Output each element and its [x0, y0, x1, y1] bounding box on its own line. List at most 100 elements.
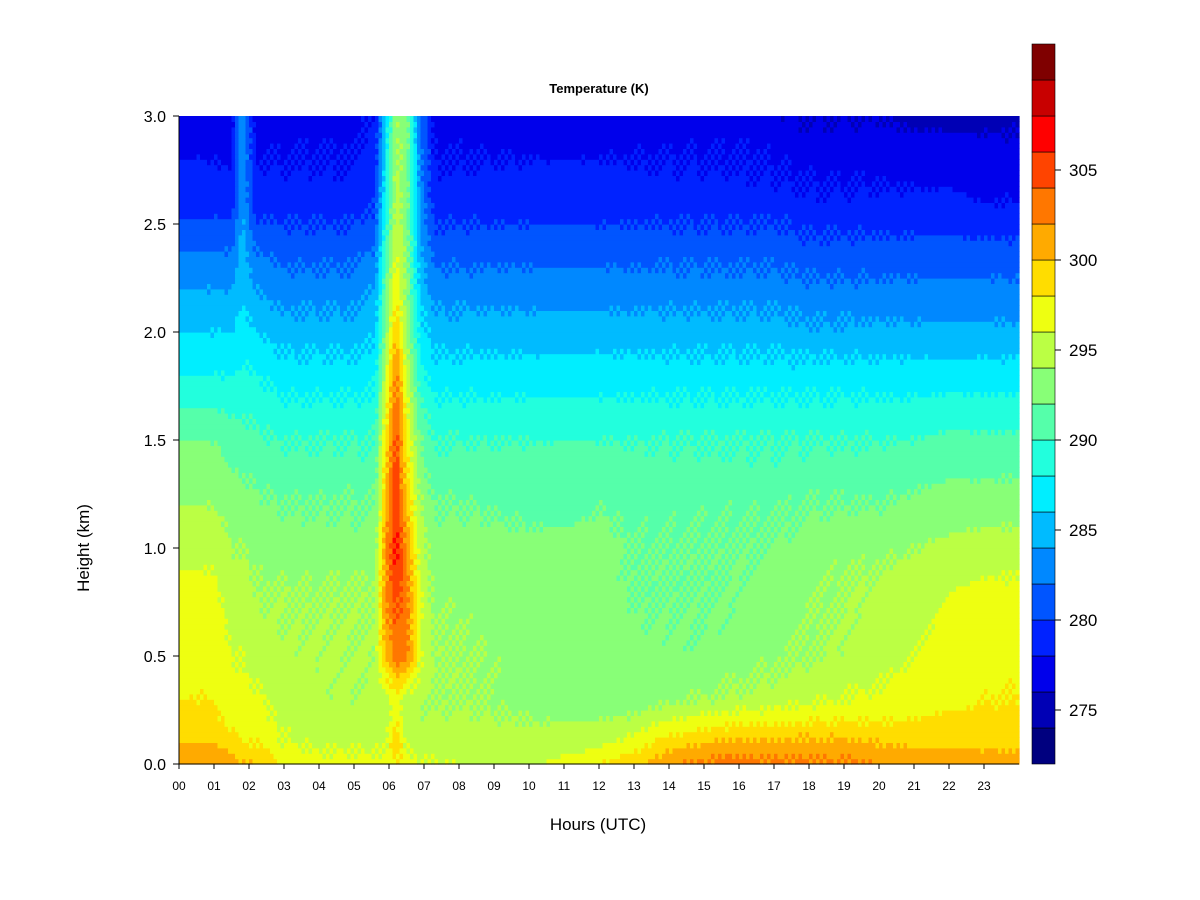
heatmap-cell [865, 499, 870, 506]
heatmap-cell [343, 391, 348, 398]
heatmap-cell [445, 391, 450, 398]
heatmap-cell [224, 720, 278, 727]
heatmap-cell [273, 710, 278, 716]
heatmap-cell [382, 747, 387, 754]
heatmap-cell [371, 332, 376, 338]
heatmap-cell [406, 461, 415, 468]
heatmap-cell [917, 548, 922, 554]
heatmap-cell [406, 656, 415, 662]
heatmap-cell [672, 348, 677, 355]
heatmap-cell [291, 596, 296, 603]
heatmap-cell [364, 510, 369, 517]
heatmap-cell [340, 602, 345, 608]
heatmap-cell [767, 526, 772, 533]
heatmap-cell [637, 440, 646, 446]
heatmap-cell [592, 510, 597, 517]
heatmap-cell [690, 429, 705, 436]
heatmap-cell [669, 731, 674, 738]
heatmap-cell [382, 418, 390, 425]
heatmap-cell [382, 477, 387, 484]
heatmap-cell [392, 423, 401, 430]
heatmap-cell [445, 450, 450, 457]
heatmap-cell [382, 607, 387, 614]
heatmap-cell [284, 618, 289, 625]
heatmap-cell [980, 699, 985, 706]
heatmap-cell [410, 688, 415, 695]
heatmap-cell [742, 548, 751, 554]
heatmap-cell [865, 596, 947, 603]
heatmap-cell [427, 418, 1020, 425]
heatmap-cell [753, 386, 758, 392]
heatmap-cell [774, 704, 782, 711]
heatmap-cell [371, 386, 380, 392]
heatmap-cell [312, 391, 317, 398]
heatmap-cell [725, 504, 730, 511]
heatmap-cell [690, 396, 695, 403]
heatmap-cell [305, 396, 310, 403]
heatmap-cell [333, 515, 338, 522]
heatmap-cell [382, 488, 387, 495]
heatmap-cell [368, 585, 373, 592]
heatmap-cell [389, 353, 394, 360]
heatmap-cell [711, 450, 719, 457]
heatmap-cell [840, 650, 845, 657]
heatmap-cell [746, 677, 751, 684]
heatmap-cell [725, 542, 730, 549]
heatmap-cell [760, 396, 765, 403]
heatmap-cell [802, 737, 807, 743]
heatmap-cell [371, 602, 380, 608]
heatmap-cell [770, 434, 775, 441]
heatmap-cell [399, 342, 404, 349]
heatmap-cell [392, 375, 397, 382]
heatmap-cell [403, 726, 642, 733]
heatmap-cell [749, 553, 754, 560]
heatmap-cell [704, 726, 709, 733]
heatmap-cell [179, 396, 282, 403]
heatmap-cell [683, 429, 688, 436]
heatmap-cell [788, 656, 793, 662]
heatmap-cell [378, 413, 383, 419]
heatmap-cell [854, 450, 859, 457]
heatmap-cell [872, 683, 877, 689]
heatmap-cell [609, 715, 614, 722]
heatmap-cell [690, 440, 698, 446]
heatmap-cell [707, 434, 712, 441]
heatmap-cell [837, 386, 842, 392]
heatmap-cell [410, 332, 415, 338]
heatmap-cell [382, 348, 387, 355]
heatmap-cell [630, 531, 635, 538]
heatmap-cell [273, 380, 369, 387]
heatmap-cell [707, 607, 712, 614]
heatmap-cell [697, 402, 702, 409]
heatmap-cell [357, 693, 390, 700]
heatmap-cell [774, 440, 779, 446]
heatmap-cell [364, 386, 369, 392]
heatmap-cell [763, 521, 768, 527]
heatmap-cell [833, 402, 856, 409]
heatmap-cell [179, 542, 233, 549]
heatmap-cell [406, 548, 411, 554]
heatmap-cell [882, 715, 887, 722]
heatmap-cell [382, 618, 387, 625]
heatmap-cell [746, 396, 751, 403]
heatmap-cell [452, 693, 457, 700]
heatmap-cell [770, 396, 775, 403]
heatmap-cell [319, 747, 324, 754]
heatmap-cell [798, 639, 803, 646]
heatmap-cell [525, 521, 534, 527]
heatmap-cell [683, 612, 698, 619]
heatmap-cell [840, 758, 845, 765]
heatmap-cell [336, 569, 341, 576]
heatmap-cell [417, 494, 422, 500]
heatmap-cell [252, 737, 257, 743]
heatmap-cell [487, 510, 492, 517]
heatmap-cell [469, 715, 474, 722]
heatmap-cell [410, 494, 418, 500]
heatmap-cell [399, 521, 408, 527]
heatmap-cell [420, 402, 439, 409]
heatmap-cell [368, 342, 373, 349]
heatmap-cell [322, 504, 331, 511]
heatmap-cell [861, 499, 866, 506]
heatmap-cell [655, 704, 660, 711]
